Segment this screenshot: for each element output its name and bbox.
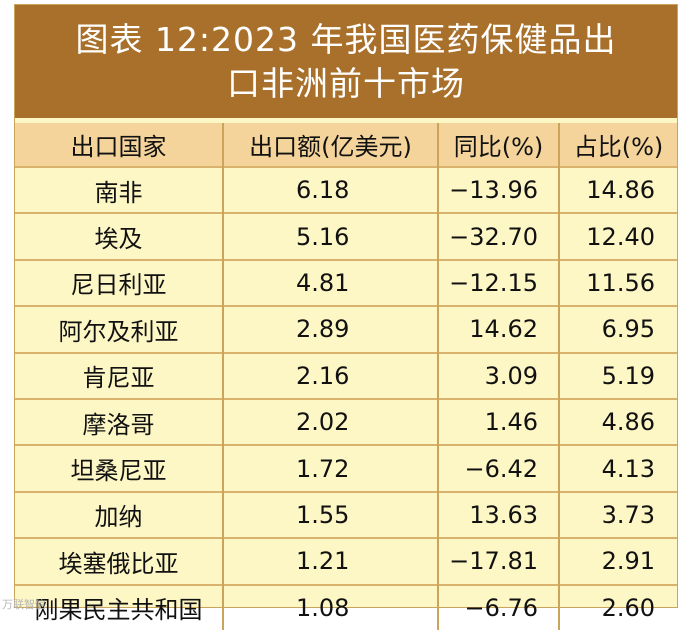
header-row: 出口国家 出口额(亿美元) 同比(%) 占比(%) — [15, 123, 677, 167]
share-cell: 11.56 — [559, 258, 677, 307]
title-line-1: 图表 12:2023 年我国医药保健品出 — [75, 20, 617, 59]
yoy-cell: −13.96 — [438, 165, 560, 214]
country-cell: 埃塞俄比亚 — [15, 537, 224, 585]
export-table: 出口国家 出口额(亿美元) 同比(%) 占比(%) 南非 6.18 −13.96… — [15, 123, 677, 630]
export-value-cell: 4.81 — [223, 258, 439, 307]
yoy-cell: 14.62 — [438, 305, 560, 353]
yoy-cell: 3.09 — [438, 351, 560, 399]
table-row: 刚果民主共和国 1.08 −6.76 2.60 — [15, 583, 677, 630]
export-value-cell: 5.16 — [223, 212, 439, 260]
yoy-cell: 13.63 — [438, 490, 560, 539]
table-row: 阿尔及利亚 2.89 14.62 6.95 — [15, 305, 677, 353]
table-row: 加纳 1.55 13.63 3.73 — [15, 490, 677, 539]
export-value-cell: 2.89 — [223, 305, 439, 353]
table-row: 肯尼亚 2.16 3.09 5.19 — [15, 351, 677, 399]
country-cell: 加纳 — [15, 490, 224, 539]
export-value-cell: 1.55 — [223, 490, 439, 539]
country-cell: 肯尼亚 — [15, 351, 224, 399]
country-cell: 阿尔及利亚 — [15, 305, 224, 353]
country-cell: 坦桑尼亚 — [15, 444, 224, 492]
yoy-cell: −12.15 — [438, 258, 560, 307]
export-value-cell: 1.08 — [223, 583, 439, 630]
country-cell: 摩洛哥 — [15, 397, 224, 446]
yoy-cell: −6.42 — [438, 444, 560, 492]
country-cell: 刚果民主共和国 — [15, 583, 224, 630]
share-cell: 6.95 — [559, 305, 677, 353]
share-cell: 2.91 — [559, 537, 677, 585]
country-cell: 南非 — [15, 165, 224, 214]
table-row: 南非 6.18 −13.96 14.86 — [15, 165, 677, 214]
yoy-cell: 1.46 — [438, 397, 560, 446]
table-row: 摩洛哥 2.02 1.46 4.86 — [15, 397, 677, 446]
table-row: 埃及 5.16 −32.70 12.40 — [15, 212, 677, 260]
header-yoy: 同比(%) — [438, 123, 560, 167]
share-cell: 5.19 — [559, 351, 677, 399]
share-cell: 2.60 — [559, 583, 677, 630]
table-figure: 图表 12:2023 年我国医药保健品出 口非洲前十市场 出口国家 出口额(亿美… — [14, 4, 678, 630]
table-row: 埃塞俄比亚 1.21 −17.81 2.91 — [15, 537, 677, 585]
export-value-cell: 1.72 — [223, 444, 439, 492]
country-cell: 埃及 — [15, 212, 224, 260]
yoy-cell: −6.76 — [438, 583, 560, 630]
share-cell: 14.86 — [559, 165, 677, 214]
export-value-cell: 2.16 — [223, 351, 439, 399]
header-country: 出口国家 — [15, 123, 224, 167]
title-bar: 图表 12:2023 年我国医药保健品出 口非洲前十市场 — [15, 5, 677, 118]
title-line-2: 口非洲前十市场 — [227, 64, 465, 103]
yoy-cell: −32.70 — [438, 212, 560, 260]
table-row: 坦桑尼亚 1.72 −6.42 4.13 — [15, 444, 677, 492]
table-row: 尼日利亚 4.81 −12.15 11.56 — [15, 258, 677, 307]
share-cell: 3.73 — [559, 490, 677, 539]
yoy-cell: −17.81 — [438, 537, 560, 585]
header-export-value: 出口额(亿美元) — [223, 123, 439, 167]
export-value-cell: 2.02 — [223, 397, 439, 446]
header-share: 占比(%) — [559, 123, 677, 167]
share-cell: 4.13 — [559, 444, 677, 492]
export-value-cell: 6.18 — [223, 165, 439, 214]
watermark: 万联智信 — [2, 598, 46, 611]
country-cell: 尼日利亚 — [15, 258, 224, 307]
export-value-cell: 1.21 — [223, 537, 439, 585]
share-cell: 4.86 — [559, 397, 677, 446]
share-cell: 12.40 — [559, 212, 677, 260]
